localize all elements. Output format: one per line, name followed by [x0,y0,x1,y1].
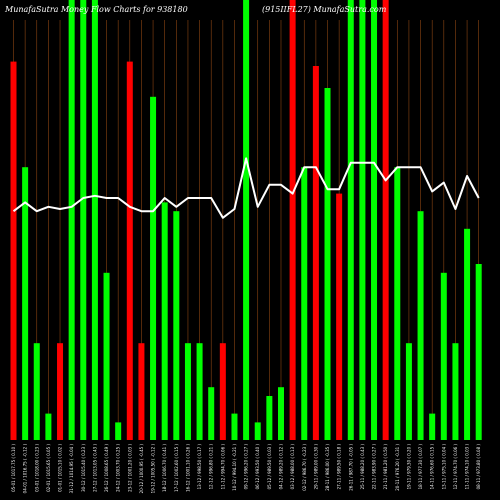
label-layer: 05-01 / 1017.75 ( 0.10 ) 04-01 / 1016.75 … [11,444,481,494]
volume-bar [405,343,412,440]
x-tick-label: 04-01 / 1016.75 ( -0.12 ) [23,444,28,494]
volume-bar [173,211,180,440]
x-tick-label: 14-11 / 976.60 ( 0.15 ) [430,444,435,490]
volume-bar [266,396,273,440]
volume-bar [80,0,87,440]
x-tick-label: 08-11 / 973.80 ( 0.08 ) [476,444,481,490]
x-tick-label: 05-12 / 989.50 ( 0.03 ) [267,444,272,490]
volume-bar [126,61,133,440]
chart-title-left: MunafaSutra Money Flow Charts for 938180 [4,5,188,14]
volume-bar [429,413,436,440]
volume-bar [464,228,471,440]
x-tick-label: 11-11 / 974.10 ( 0.03 ) [465,444,470,490]
x-tick-label: 30-12 / 1015.40 ( 0.23 ) [81,444,86,492]
volume-bar [452,343,459,440]
x-tick-label: 16-12 / 1001.10 ( 0.26 ) [185,444,190,492]
x-tick-label: 29-11 / 989.00 ( 0.30 ) [313,444,318,490]
x-tick-label: 19-11 / 979.30 ( 0.20 ) [406,444,411,490]
volume-bar [196,343,203,440]
x-tick-label: 13-11 / 975.10 ( 0.04 ) [441,444,446,490]
volume-bar [417,211,424,440]
volume-bar [254,422,261,440]
volume-bar [382,0,389,440]
x-tick-label: 12-11 / 974.70 ( 0.06 ) [453,444,458,490]
volume-bar [184,343,191,440]
x-tick-label: 03-01 / 1018.00 ( 0.23 ) [34,444,39,492]
volume-bar [277,387,284,440]
volume-bar [440,272,447,440]
x-tick-label: 03-12 / 988.00 ( 0.13 ) [290,444,295,490]
x-tick-label: 20-11 / 976.20 ( -0.31 ) [395,444,400,491]
x-tick-label: 23-12 / 1001.20 ( 0.03 ) [127,444,132,492]
x-tick-label: 04-12 / 989.20 ( 0.12 ) [278,444,283,490]
volume-bar [371,0,378,440]
volume-bar [219,343,226,440]
x-tick-label: 27-11 / 989.50 ( 0.18 ) [337,444,342,490]
volume-bar [138,343,145,440]
x-tick-label: 26-11 / 987.70 ( -0.05 ) [348,444,353,491]
x-tick-label: 21-11 / 981.20 ( 0.50 ) [383,444,388,490]
volume-bar [150,96,157,441]
volume-bar [57,343,64,440]
volume-bar [347,0,354,440]
volume-bar [289,0,296,440]
volume-bar [45,413,52,440]
volume-bar [231,413,238,440]
x-tick-label: 13-12 / 998.50 ( 0.17 ) [197,444,202,490]
x-tick-label: 26-12 / 1008.65 ( 0.49 ) [104,444,109,492]
volume-bar [475,264,482,440]
volume-bar [243,0,250,440]
volume-bar [10,61,17,440]
x-tick-label: 10-12 / 994.10 ( -0.21 ) [232,444,237,491]
x-tick-label: 18-12 / 1006.70 ( 0.41 ) [162,444,167,492]
x-tick-label: 20-12 / 1000.95 ( -0.45 ) [139,444,144,494]
volume-bar [324,88,331,440]
volume-bar [161,202,168,440]
x-tick-label: 25-11 / 988.20 ( 0.43 ) [360,444,365,490]
chart-title-right: (915IIFL27) MunafaSutra.com [262,5,387,14]
volume-bar [394,167,401,440]
x-tick-label: 05-01 / 1017.75 ( 0.10 ) [11,444,16,492]
volume-bar [301,167,308,440]
x-tick-label: 28-11 / 986.00 ( -0.35 ) [325,444,330,491]
x-tick-label: 27-12 / 1013.05 ( 0.43 ) [92,444,97,492]
line-layer [12,157,480,219]
volume-bar [68,0,75,440]
x-tick-label: 11-12 / 994.70 ( 0.06 ) [220,444,225,490]
x-tick-label: 19-12 / 1005.50 ( -0.12 ) [151,444,156,494]
x-tick-label: 02-12 / 986.70 ( -0.23 ) [302,444,307,491]
x-tick-label: 31-12 / 1014.95 ( -0.04 ) [69,444,74,494]
x-tick-label: 12-12 / 996.80 ( 0.21 ) [209,444,214,490]
volume-bar [208,387,215,440]
bar-layer [10,0,482,441]
x-tick-label: 02-01 / 1015.65 ( 0.05 ) [46,444,51,492]
x-tick-label: 17-12 / 1002.60 ( 0.15 ) [174,444,179,492]
x-tick-label: 01-01 / 1015.10 ( 0.02 ) [58,444,63,492]
x-tick-label: 06-12 / 993.50 ( 0.40 ) [255,444,260,490]
volume-bar [33,343,40,440]
price-line [12,157,480,219]
volume-bar [115,422,122,440]
x-tick-label: 18-11 / 977.30 ( 0.07 ) [418,444,423,490]
volume-bar [312,66,319,440]
volume-bar [103,272,110,440]
x-tick-label: 22-11 / 983.90 ( 0.27 ) [372,444,377,490]
volume-bar [22,167,29,440]
x-tick-label: 24-12 / 1003.70 ( 0.25 ) [116,444,121,492]
volume-bar [336,193,343,440]
volume-bar [91,0,98,440]
volume-bar [359,0,366,440]
x-tick-label: 09-12 / 996.20 ( 0.27 ) [244,444,249,490]
